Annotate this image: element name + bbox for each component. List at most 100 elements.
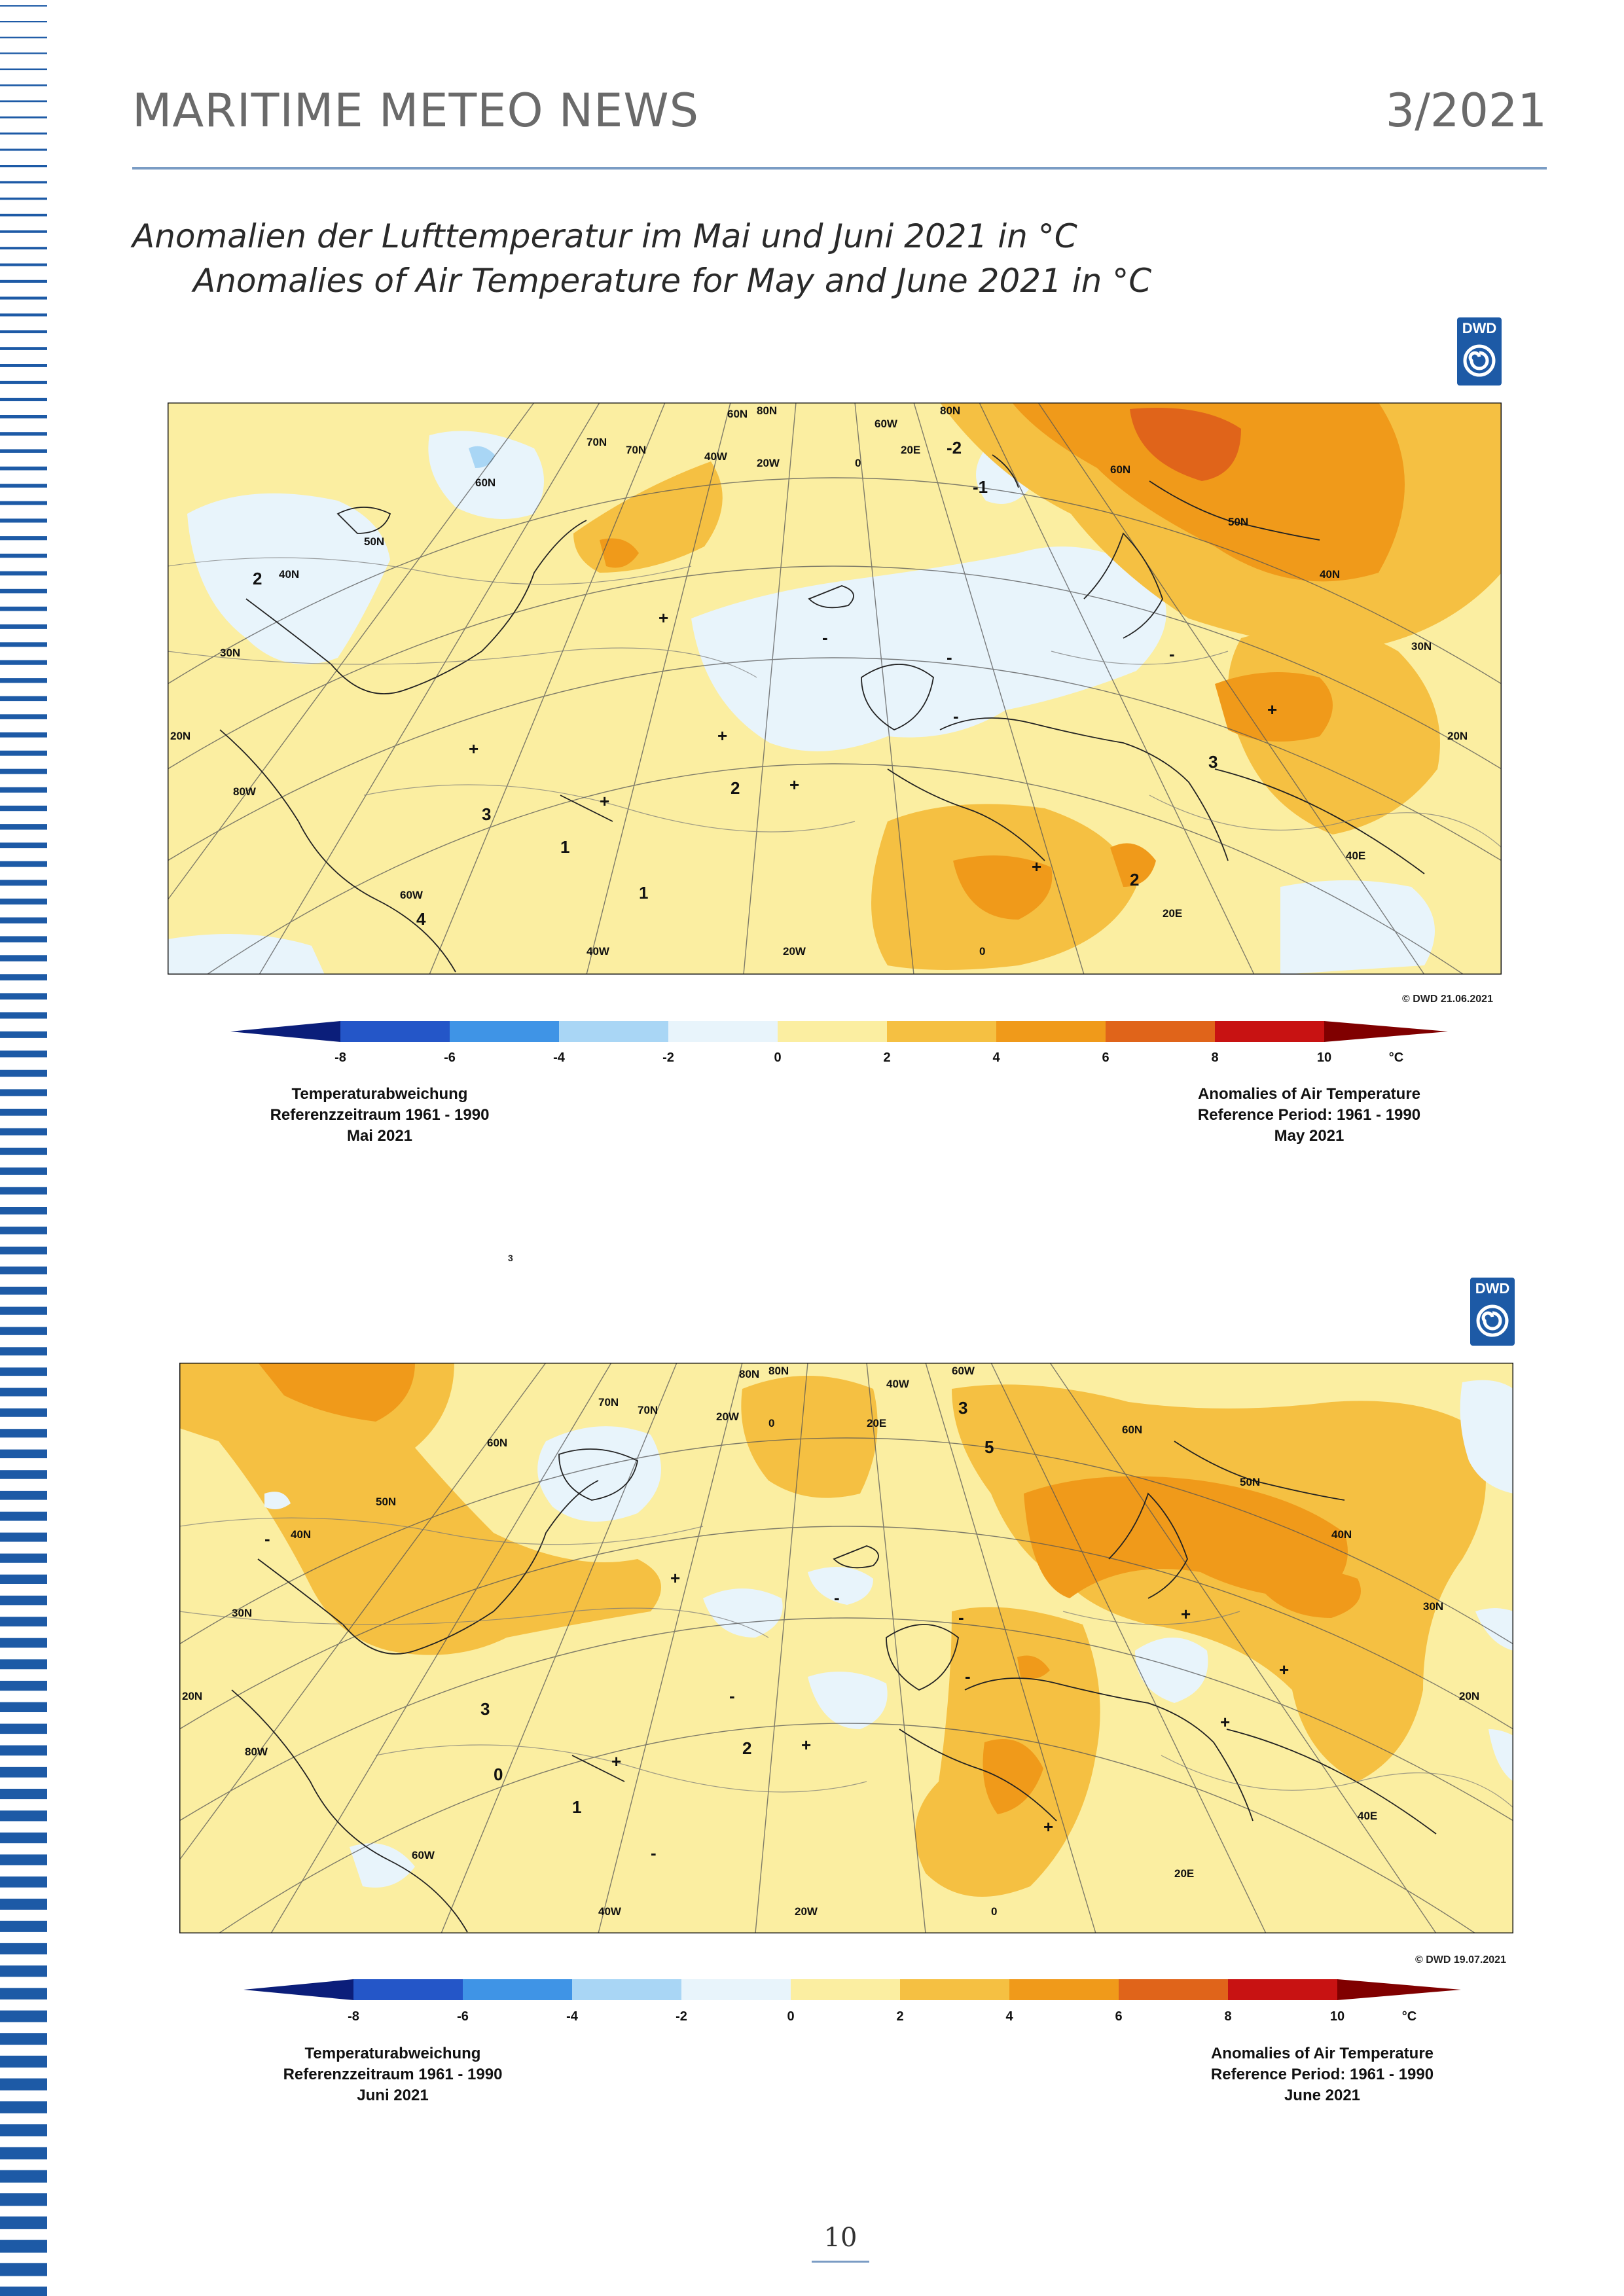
stripe-49	[0, 842, 47, 848]
stripe-1	[0, 21, 47, 23]
contour-label: 2	[742, 1738, 751, 1758]
contour-label: +	[600, 791, 609, 811]
legend-tick-label: -4	[553, 1050, 565, 1065]
stripe-39	[0, 660, 47, 665]
stripe-15	[0, 247, 47, 250]
stripe-84	[0, 1532, 47, 1542]
legend-tick-label: 4	[992, 1050, 1000, 1065]
stripe-57	[0, 993, 47, 1000]
legend-swatch	[450, 1021, 559, 1042]
contour-label: +	[1267, 700, 1277, 719]
stripe-54	[0, 936, 47, 942]
stripe-104	[0, 1965, 47, 1977]
map-coordinate-label: 60W	[952, 1365, 975, 1377]
stripe-76	[0, 1367, 47, 1376]
legend-tick-label: -8	[334, 1050, 346, 1065]
stripe-93	[0, 1723, 47, 1734]
legend-tick-label: 10	[1329, 2009, 1345, 2024]
stripe-91	[0, 1681, 47, 1691]
map-coordinate-label: 40W	[704, 450, 728, 463]
stripe-95	[0, 1767, 47, 1778]
contour-label: -	[834, 1588, 840, 1607]
stripe-97	[0, 1810, 47, 1821]
stripe-82	[0, 1490, 47, 1500]
map-coordinate-label: 20E	[1174, 1867, 1194, 1880]
legend-swatch	[1106, 1021, 1215, 1042]
stripe-89	[0, 1638, 47, 1648]
stripe-51	[0, 880, 47, 886]
page-number: 10	[823, 2223, 857, 2253]
stripe-109	[0, 2078, 47, 2090]
legend-swatch	[572, 1979, 681, 2000]
stripe-102	[0, 1920, 47, 1932]
stripe-85	[0, 1553, 47, 1563]
legend-tick-label: -6	[457, 2009, 469, 2024]
stripe-46	[0, 787, 47, 793]
map-coordinate-label: 30N	[1423, 1600, 1443, 1613]
map-coordinate-label: 60N	[1122, 1424, 1142, 1436]
stripe-34	[0, 571, 47, 576]
stripe-88	[0, 1617, 47, 1626]
map-coordinate-label: 20N	[182, 1690, 202, 1702]
may-note-german: Temperaturabweichung Referenzzeitraum 19…	[223, 1084, 537, 1147]
contour-label: 1	[560, 837, 569, 857]
legend-swatch	[1009, 1979, 1119, 2000]
dwd-logo-text: DWD	[1475, 1280, 1510, 1297]
contour-label: +	[801, 1735, 811, 1755]
map-coordinate-label: 20N	[1459, 1690, 1479, 1702]
issue-number: 3/2021	[1385, 84, 1547, 137]
stripe-20	[0, 330, 47, 334]
stripe-2	[0, 37, 47, 39]
legend-tick-label: -8	[348, 2009, 359, 2024]
map-coordinate-label: 80N	[940, 404, 960, 417]
map-coordinate-label: 20E	[1163, 907, 1182, 920]
stripe-18	[0, 296, 47, 300]
map-coordinate-label: 60N	[475, 476, 496, 489]
contour-label: -	[947, 647, 952, 667]
stripe-32	[0, 536, 47, 541]
contour-label: 1	[572, 1797, 581, 1817]
june-legend-ticks: -8 -6 -4 -2 0 2 4 6 8 10 °C	[244, 2009, 1461, 2029]
legend-arrow-left	[230, 1021, 340, 1042]
stray-mark: 3	[508, 1253, 513, 1263]
stripe-74	[0, 1327, 47, 1335]
legend-tick-label: -4	[566, 2009, 578, 2024]
stripe-28	[0, 466, 47, 471]
map-coordinate-label: 50N	[376, 1496, 396, 1508]
legend-tick-label: -2	[676, 2009, 687, 2024]
map-coordinate-label: 30N	[232, 1607, 252, 1619]
stripe-43	[0, 732, 47, 738]
contour-label: 0	[494, 1765, 503, 1784]
note-line: Temperaturabweichung	[304, 2045, 481, 2062]
map-coordinate-label: 60W	[412, 1849, 435, 1861]
dwd-logo-text: DWD	[1462, 320, 1497, 336]
may-note-english: Anomalies of Air Temperature Reference P…	[1159, 1084, 1460, 1147]
map-coordinate-label: 70N	[638, 1404, 658, 1416]
contour-label: 3	[958, 1398, 967, 1418]
map-coordinate-label: 50N	[364, 535, 384, 548]
legend-swatch	[791, 1979, 900, 2000]
map-coordinate-label: 0	[991, 1905, 997, 1918]
caption-english: Anomalies of Air Temperature for May and…	[193, 262, 1152, 300]
note-line: Referenzzeitraum 1961 - 1990	[270, 1106, 490, 1124]
stripe-7	[0, 116, 47, 118]
note-line: Temperaturabweichung	[291, 1085, 468, 1103]
map-coordinate-label: 80N	[768, 1365, 789, 1377]
legend-swatch	[1215, 1021, 1324, 1042]
stripe-61	[0, 1069, 47, 1077]
stripe-27	[0, 449, 47, 453]
map-coordinate-label: 80N	[739, 1368, 759, 1380]
page-number-underline	[812, 2261, 869, 2263]
legend-swatch	[353, 1979, 463, 2000]
map-coordinate-label: 60W	[400, 889, 424, 901]
map-coordinate-label: 70N	[586, 436, 607, 448]
legend-tick-label: 8	[1211, 1050, 1219, 1065]
june-anomaly-map: 80N 80W 60W 40W 20W 0 20E 40E 70N 60N 50N 40N 30N 20N…	[179, 1363, 1513, 1933]
stripe-92	[0, 1702, 47, 1712]
contour-label: -	[264, 1529, 270, 1549]
contour-label: 2	[1130, 870, 1139, 889]
contour-label: +	[469, 739, 478, 759]
legend-swatch	[340, 1021, 450, 1042]
stripe-103	[0, 1943, 47, 1955]
stripe-108	[0, 2055, 47, 2068]
